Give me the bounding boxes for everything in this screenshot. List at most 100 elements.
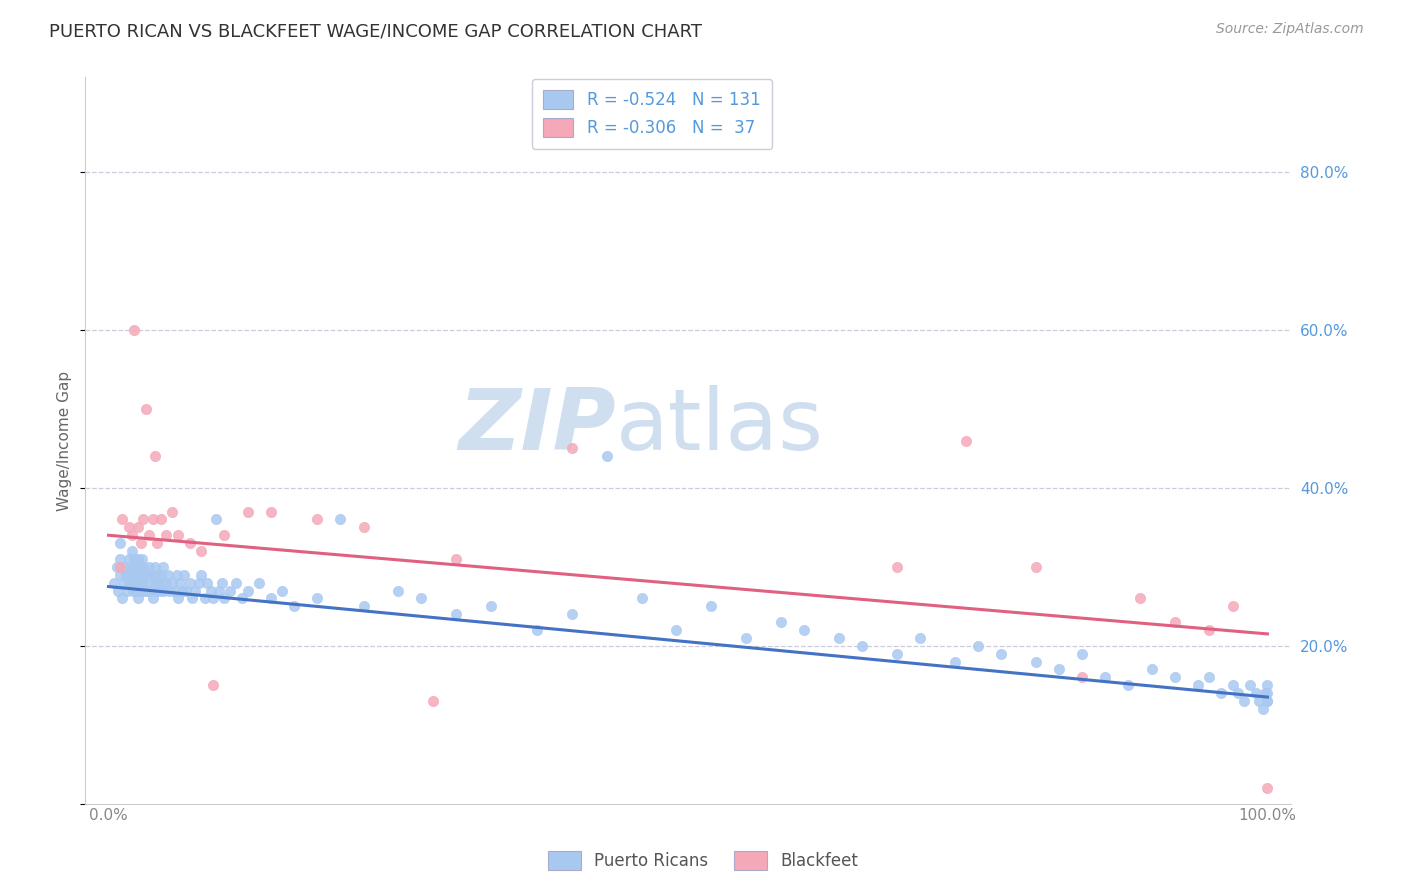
Point	[159, 583, 181, 598]
Point	[139, 583, 162, 598]
Point	[827, 631, 849, 645]
Point	[169, 575, 191, 590]
Point	[122, 567, 145, 582]
Point	[208, 583, 231, 598]
Point	[138, 559, 160, 574]
Point	[125, 583, 148, 598]
Point	[561, 442, 583, 456]
Point	[132, 512, 155, 526]
Point	[247, 575, 270, 590]
Point	[108, 559, 131, 574]
Point	[1198, 670, 1220, 684]
Point	[118, 552, 141, 566]
Point	[149, 512, 172, 526]
Point	[108, 552, 131, 566]
Text: Source: ZipAtlas.com: Source: ZipAtlas.com	[1216, 22, 1364, 37]
Point	[1251, 702, 1274, 716]
Point	[735, 631, 758, 645]
Point	[153, 583, 176, 598]
Point	[132, 559, 155, 574]
Point	[132, 575, 155, 590]
Point	[630, 591, 652, 606]
Point	[353, 520, 375, 534]
Point	[118, 575, 141, 590]
Point	[111, 512, 134, 526]
Point	[1227, 686, 1250, 700]
Point	[117, 567, 139, 582]
Text: ZIP: ZIP	[458, 384, 616, 467]
Point	[1163, 615, 1185, 629]
Point	[122, 323, 145, 337]
Point	[1198, 623, 1220, 637]
Point	[307, 512, 329, 526]
Point	[422, 694, 444, 708]
Point	[1256, 694, 1278, 708]
Y-axis label: Wage/Income Gap: Wage/Income Gap	[58, 370, 72, 510]
Point	[174, 583, 197, 598]
Point	[129, 536, 152, 550]
Point	[260, 505, 283, 519]
Point	[236, 583, 259, 598]
Point	[214, 528, 236, 542]
Point	[1256, 694, 1278, 708]
Point	[187, 575, 209, 590]
Point	[142, 512, 165, 526]
Point	[1249, 694, 1271, 708]
Point	[190, 567, 212, 582]
Point	[1163, 670, 1185, 684]
Point	[115, 559, 138, 574]
Point	[1047, 662, 1070, 676]
Point	[1187, 678, 1209, 692]
Point	[122, 583, 145, 598]
Point	[1025, 655, 1047, 669]
Point	[353, 599, 375, 614]
Point	[700, 599, 723, 614]
Point	[122, 552, 145, 566]
Point	[886, 647, 908, 661]
Point	[152, 559, 174, 574]
Point	[184, 583, 207, 598]
Point	[146, 567, 169, 582]
Point	[124, 559, 146, 574]
Point	[1071, 670, 1094, 684]
Point	[108, 567, 131, 582]
Point	[769, 615, 792, 629]
Point	[170, 583, 193, 598]
Point	[143, 559, 166, 574]
Point	[329, 512, 352, 526]
Point	[135, 567, 157, 582]
Point	[145, 583, 167, 598]
Point	[127, 567, 149, 582]
Point	[127, 591, 149, 606]
Point	[596, 450, 619, 464]
Point	[990, 647, 1012, 661]
Point	[121, 544, 143, 558]
Point	[121, 559, 143, 574]
Point	[526, 623, 548, 637]
Point	[1222, 678, 1244, 692]
Point	[128, 575, 150, 590]
Point	[143, 575, 166, 590]
Point	[1209, 686, 1232, 700]
Point	[1140, 662, 1163, 676]
Point	[200, 583, 222, 598]
Point	[387, 583, 409, 598]
Point	[129, 567, 152, 582]
Point	[146, 536, 169, 550]
Point	[167, 591, 190, 606]
Point	[155, 575, 177, 590]
Point	[1071, 647, 1094, 661]
Point	[181, 591, 204, 606]
Point	[194, 591, 217, 606]
Point	[1129, 591, 1152, 606]
Point	[128, 559, 150, 574]
Point	[105, 559, 128, 574]
Point	[155, 528, 177, 542]
Point	[1256, 780, 1278, 795]
Text: PUERTO RICAN VS BLACKFEET WAGE/INCOME GAP CORRELATION CHART: PUERTO RICAN VS BLACKFEET WAGE/INCOME GA…	[49, 22, 702, 40]
Point	[115, 567, 138, 582]
Point	[148, 583, 170, 598]
Point	[179, 536, 201, 550]
Point	[141, 567, 163, 582]
Point	[138, 528, 160, 542]
